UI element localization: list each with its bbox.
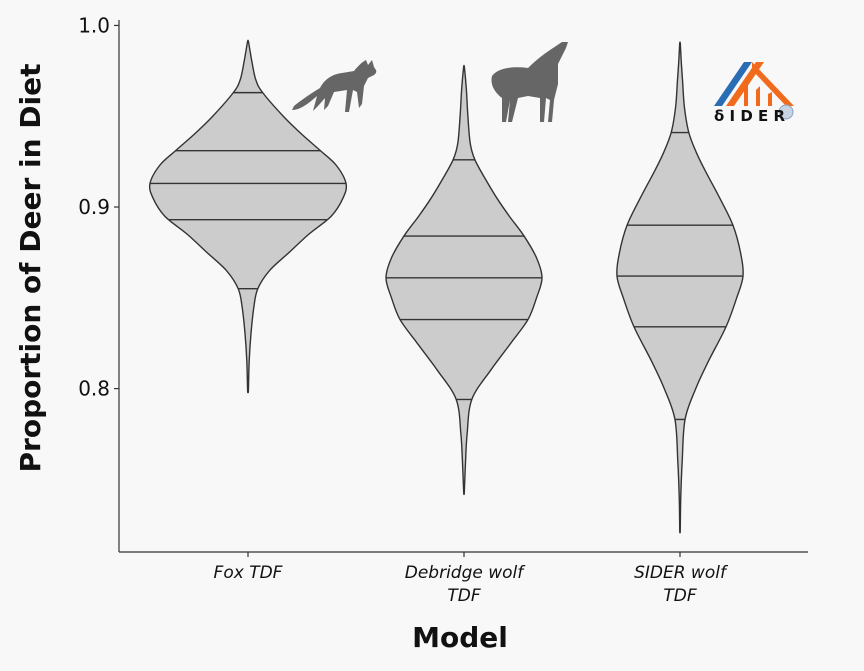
- sider-logo: δ I D E R: [714, 62, 794, 125]
- x-axis-tick-labels: Fox TDF Debridge wolf TDF SIDER wolf TDF: [214, 552, 729, 606]
- violins-group: [148, 39, 744, 534]
- x-tick-label: TDF: [663, 586, 696, 606]
- x-tick-label: TDF: [447, 586, 480, 606]
- sider-logo-orange-leg: [756, 86, 760, 106]
- sider-logo-r-circle: [778, 104, 794, 120]
- sider-logo-orange-leg: [744, 82, 748, 106]
- violin-3: [616, 41, 744, 534]
- sider-logo-orange-leg: [768, 92, 772, 106]
- howling-wolf-silhouette-icon: [491, 42, 568, 122]
- y-tick-label: 1.0: [78, 13, 110, 37]
- violin-body: [616, 41, 744, 534]
- violin-1: [148, 39, 348, 394]
- x-tick-label: Fox TDF: [214, 563, 283, 583]
- violin-2: [385, 64, 543, 496]
- x-axis-title: Model: [412, 621, 508, 654]
- sider-logo-orange-stripe: [726, 62, 764, 106]
- fox-silhouette-icon: [292, 60, 377, 112]
- y-axis-ticks: 0.8 0.9 1.0: [78, 13, 119, 401]
- violin-body: [385, 64, 543, 496]
- sider-logo-orange-band: [752, 62, 794, 106]
- x-tick-label: SIDER wolf: [634, 563, 729, 583]
- x-tick-label: Debridge wolf: [405, 563, 527, 583]
- y-tick-label: 0.8: [78, 377, 110, 401]
- y-axis-title: Proportion of Deer in Diet: [14, 64, 47, 473]
- sider-logo-blue-stripe: [714, 62, 752, 106]
- sider-logo-text: δ I D E R: [714, 107, 785, 125]
- violin-body: [148, 39, 348, 394]
- y-tick-label: 0.9: [78, 195, 110, 219]
